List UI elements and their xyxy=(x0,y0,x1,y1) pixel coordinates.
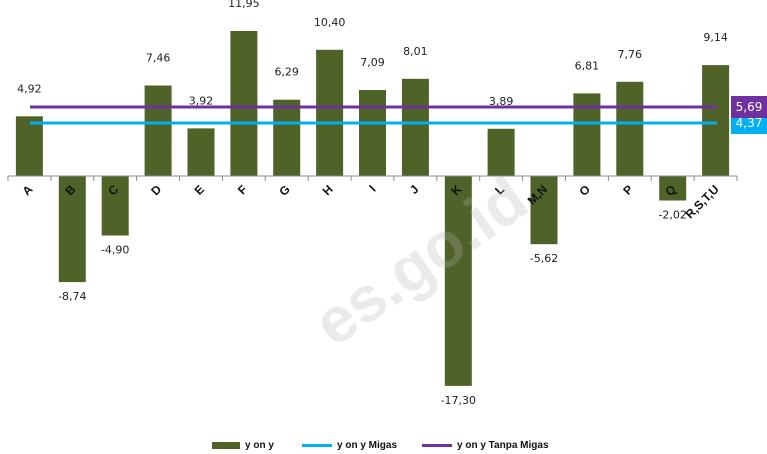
value-label: 9,14 xyxy=(703,31,728,44)
legend-label: y on y xyxy=(245,440,274,451)
bar-c xyxy=(101,176,129,236)
category-label: O xyxy=(577,182,594,199)
reference-badge-label: 4,37 xyxy=(736,116,763,130)
category-label: P xyxy=(620,182,636,198)
bar-g xyxy=(273,99,301,176)
x-axis xyxy=(7,175,738,181)
value-label: 10,40 xyxy=(314,16,346,29)
value-label: 8,01 xyxy=(403,45,428,58)
value-label: 3,89 xyxy=(489,95,514,108)
bars-layer xyxy=(15,31,730,386)
category-label: E xyxy=(192,182,208,198)
bar-f xyxy=(230,31,258,176)
value-label: 4,92 xyxy=(17,82,42,95)
value-label: -17,30 xyxy=(441,394,476,407)
bar-l xyxy=(487,128,515,176)
bar-d xyxy=(144,85,172,176)
category-label: F xyxy=(235,182,250,197)
category-label: A xyxy=(19,182,35,198)
category-label: H xyxy=(320,182,336,198)
bar-mn xyxy=(530,176,558,245)
value-label: -4,90 xyxy=(101,244,129,257)
value-label: 7,46 xyxy=(146,52,171,65)
value-label: 6,81 xyxy=(575,59,600,72)
legend-swatch-line xyxy=(422,444,452,447)
value-label: 7,76 xyxy=(618,48,643,61)
bar-e xyxy=(187,128,215,176)
bar-p xyxy=(616,81,644,176)
value-label: 11,95 xyxy=(228,0,260,10)
reference-badge xyxy=(731,96,767,118)
bar-h xyxy=(316,49,344,176)
legend-label: y on y Migas xyxy=(337,440,398,451)
reference-badge-label: 5,69 xyxy=(736,100,763,114)
legend-swatch-line xyxy=(302,444,332,447)
value-labels: 4,92 -8,74 -4,90 7,46 3,92 11,95 6,29 10,40 7,09… xyxy=(17,0,728,407)
value-label: -8,74 xyxy=(58,290,86,303)
legend-item-yoy: y on y xyxy=(212,440,274,451)
legend-swatch-bar xyxy=(212,442,240,449)
value-label: 3,92 xyxy=(189,94,214,107)
value-label: -5,62 xyxy=(530,252,558,265)
bar-j xyxy=(401,78,429,176)
bar-i xyxy=(359,90,386,176)
category-label: R,S,T,U xyxy=(683,182,722,221)
category-label: J xyxy=(407,182,422,197)
bar-a xyxy=(15,116,43,176)
bar-rstu xyxy=(702,65,730,176)
legend-label: y on y Tanpa Migas xyxy=(457,440,549,451)
legend-item-tanpa-migas: y on y Tanpa Migas xyxy=(422,440,549,451)
legend: y on y y on y Migas y on y Tanpa Migas xyxy=(0,440,767,454)
value-label: 7,09 xyxy=(360,56,385,69)
bar-k xyxy=(444,176,472,386)
category-label: G xyxy=(276,182,293,199)
bar-b xyxy=(58,176,86,283)
reference-lines: 4,37 5,69 xyxy=(30,96,767,134)
value-label: 6,29 xyxy=(274,66,299,79)
legend-item-migas: y on y Migas xyxy=(302,440,397,451)
bar-q xyxy=(659,176,687,201)
category-label: D xyxy=(148,182,164,198)
category-label: L xyxy=(492,182,507,197)
value-label: -2,02 xyxy=(658,209,686,222)
category-label: I xyxy=(366,182,378,194)
